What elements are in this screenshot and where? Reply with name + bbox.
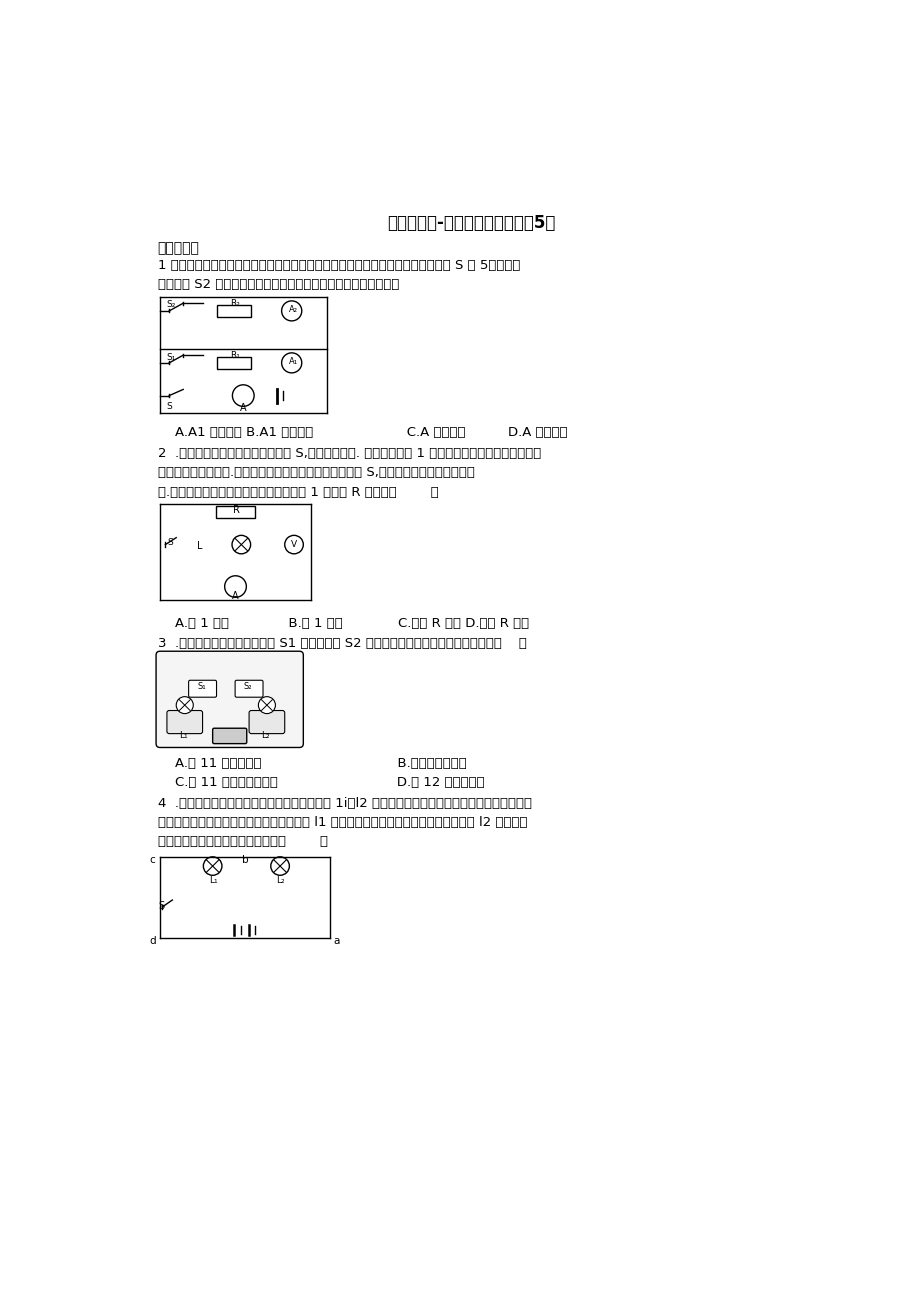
FancyBboxPatch shape: [212, 729, 246, 744]
Text: S₂: S₂: [166, 301, 176, 310]
Text: A: A: [240, 403, 246, 414]
Text: S₁: S₁: [197, 682, 206, 691]
Circle shape: [232, 535, 250, 554]
Circle shape: [224, 576, 246, 597]
Text: A₂: A₂: [289, 304, 297, 314]
FancyBboxPatch shape: [166, 710, 202, 734]
Text: A.A1 示数变大 B.A1 示数变小                      C.A 示数变大          D.A 示数变小: A.A1 示数变大 B.A1 示数变小 C.A 示数变大 D.A 示数变小: [157, 425, 567, 438]
Text: C.灯 11 两端电压将变小                            D.灯 12 从熄灭到亮: C.灯 11 两端电压将变小 D.灯 12 从熄灭到亮: [157, 775, 483, 788]
FancyBboxPatch shape: [216, 506, 255, 518]
Text: S: S: [167, 537, 174, 546]
Text: R₁: R₁: [231, 350, 240, 359]
Text: L: L: [197, 541, 202, 550]
Text: L₂: L₂: [261, 731, 270, 740]
Circle shape: [284, 535, 303, 554]
Circle shape: [270, 857, 289, 876]
FancyBboxPatch shape: [188, 680, 216, 697]
Text: 2  .在如图所示的电路中，闭合开关 S,电路正常工作. 一段时间后灯 1 熄灭，一个电表的示数变大，另: 2 .在如图所示的电路中，闭合开关 S,电路正常工作. 一段时间后灯 1 熄灭，…: [157, 448, 540, 461]
Text: 转.若电路中只有一处故障，且只发生在灯 1 或电阻 R 上，则（        ）: 转.若电路中只有一处故障，且只发生在灯 1 或电阻 R 上，则（ ）: [157, 485, 437, 498]
Text: S₂: S₂: [244, 682, 252, 691]
Text: A.灯 11 亮度将变暗                                B.电路总功率变大: A.灯 11 亮度将变暗 B.电路总功率变大: [157, 757, 466, 770]
Text: 1 小明在研究并联电路电流特点时，根据如图所示电路图连接好电路，并闭合开关 S 和 5。当他再: 1 小明在研究并联电路电流特点时，根据如图所示电路图连接好电路，并闭合开关 S …: [157, 259, 519, 272]
Text: 一、单选题: 一、单选题: [157, 241, 199, 255]
Circle shape: [176, 696, 193, 714]
FancyBboxPatch shape: [235, 680, 263, 697]
Circle shape: [233, 385, 254, 406]
Text: 电流表进行故障检测，发现：将电流表接在 l1 两端时，电流表没有示数；将电流表接在 l2 两端时，: 电流表进行故障检测，发现：将电流表接在 l1 两端时，电流表没有示数；将电流表接…: [157, 816, 527, 829]
Text: A.灯 1 短路              B.灯 1 断路             C.电阻 R 断路 D.电阻 R 短路: A.灯 1 短路 B.灯 1 断路 C.电阻 R 断路 D.电阻 R 短路: [157, 617, 528, 630]
Text: 基础训练卷-电路的分析与应用（5）: 基础训练卷-电路的分析与应用（5）: [387, 213, 555, 232]
Text: R₂: R₂: [231, 298, 240, 307]
Text: A: A: [233, 591, 239, 601]
Text: d: d: [149, 937, 155, 946]
Text: 3  .如图所示的实物电路，开关 S1 闭合，开关 S2 由闭合到断开时，以下分析错误的是（    ）: 3 .如图所示的实物电路，开关 S1 闭合，开关 S2 由闭合到断开时，以下分析…: [157, 637, 526, 650]
Text: S: S: [166, 402, 172, 411]
Text: a: a: [334, 937, 339, 946]
Text: R: R: [233, 505, 240, 515]
FancyBboxPatch shape: [216, 356, 250, 369]
Text: 电流表有示数，则电路故障可能是（        ）: 电流表有示数，则电路故障可能是（ ）: [157, 835, 327, 848]
Circle shape: [258, 696, 275, 714]
Text: 4  .在如图所示的电路中，闭合开关后，发现灯 1i、l2 都不发光。为了找出发生故障的原因，现用一: 4 .在如图所示的电路中，闭合开关后，发现灯 1i、l2 都不发光。为了找出发生…: [157, 796, 531, 809]
Text: V: V: [290, 540, 297, 549]
Text: c: c: [149, 855, 154, 865]
Text: b: b: [242, 855, 248, 865]
Text: 闭合开关 S2 时，电流表示数变化正确的是（电源电压不变）（）: 闭合开关 S2 时，电流表示数变化正确的是（电源电压不变）（）: [157, 278, 399, 291]
Circle shape: [203, 857, 221, 876]
Text: 一个电表的示数变小.将两用电器位置互换后再次闭合开关 S,两个电表指针均发生明显偏: 一个电表的示数变小.将两用电器位置互换后再次闭合开关 S,两个电表指针均发生明显…: [157, 467, 474, 480]
Text: L₂: L₂: [276, 876, 285, 885]
Text: S: S: [158, 902, 165, 911]
Circle shape: [281, 353, 301, 373]
Circle shape: [281, 301, 301, 321]
Text: L₁: L₁: [209, 876, 217, 885]
Text: A₁: A₁: [289, 356, 298, 366]
FancyBboxPatch shape: [249, 710, 284, 734]
Text: S₁: S₁: [166, 353, 176, 362]
Text: L₁: L₁: [179, 731, 187, 740]
FancyBboxPatch shape: [156, 652, 303, 748]
FancyBboxPatch shape: [216, 304, 250, 317]
